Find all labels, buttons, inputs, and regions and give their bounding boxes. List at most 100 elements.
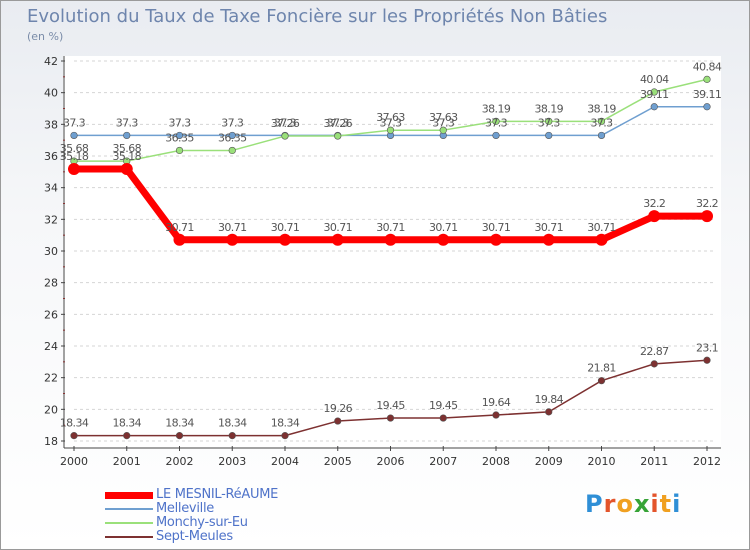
data-point-monchy-sur-eu: [545, 117, 553, 125]
data-point-monchy-sur-eu: [597, 117, 606, 125]
data-point-sept-meules: [650, 360, 658, 368]
y-tick-label: 38: [44, 118, 58, 131]
axis-layer: 18 20 22 24 26 28 30 32 34 36 38 40 42 2000 2001 2002 20…: [44, 55, 721, 468]
legend-item-monchy-sur-eu[interactable]: Monchy-sur-Eu: [105, 515, 345, 531]
data-point-sept-meules: [703, 356, 711, 364]
legend-item-le-mesnil-reaume[interactable]: LE MESNIL-RéAUME: [105, 487, 345, 503]
data-label-sept-meules: 18.34: [218, 417, 247, 430]
data-label-sept-meules: 21.81: [587, 362, 616, 375]
data-label-le-mesnil-r-aume: 30.71: [165, 221, 194, 234]
data-label-melleville: 37.3: [432, 116, 455, 129]
data-point-monchy-sur-eu: [439, 126, 447, 134]
data-label-sept-meules: 18.34: [113, 417, 142, 430]
data-point-le-mesnil-r-aume: [437, 233, 450, 246]
x-tick-label: 2005: [324, 455, 352, 468]
data-label-melleville: 37.3: [590, 116, 613, 129]
legend-label-le-mesnil-reaume: LE MESNIL-RéAUME: [156, 487, 279, 502]
data-label-melleville: 37.3: [274, 116, 297, 129]
x-tick-label: 2009: [535, 455, 563, 468]
data-label-le-mesnil-r-aume: 35.18: [60, 150, 89, 163]
data-point-monchy-sur-eu: [175, 146, 184, 155]
data-point-le-mesnil-r-aume: [384, 233, 397, 246]
data-label-melleville: 37.3: [221, 116, 244, 129]
data-label-monchy-sur-eu: 37.26: [271, 117, 300, 130]
data-point-sept-meules: [545, 408, 553, 416]
data-point-sept-meules: [281, 432, 289, 440]
data-label-melleville: 37.3: [538, 116, 561, 129]
x-tick-label: 2011: [640, 455, 668, 468]
data-label-monchy-sur-eu: 35.68: [113, 142, 142, 155]
data-point-melleville: [597, 131, 606, 140]
y-tick-label: 40: [44, 87, 58, 100]
legend-label-monchy-sur-eu: Monchy-sur-Eu: [156, 515, 248, 530]
y-axis-unit-label: (en %): [27, 30, 64, 43]
data-label-sept-meules: 22.87: [640, 345, 669, 358]
grid-layer: [63, 56, 721, 449]
data-label-monchy-sur-eu: 37.63: [429, 111, 458, 124]
data-label-sept-meules: 18.34: [165, 417, 194, 430]
data-point-le-mesnil-r-aume: [490, 233, 502, 246]
data-point-monchy-sur-eu: [386, 126, 395, 134]
x-tick-label: 2004: [271, 455, 299, 468]
data-point-monchy-sur-eu: [492, 117, 500, 125]
data-point-sept-meules: [386, 414, 395, 422]
legend-item-sept-meules[interactable]: Sept-Meules: [105, 529, 345, 545]
data-point-melleville: [545, 131, 553, 140]
data-point-melleville: [228, 131, 236, 140]
data-label-melleville: 37.3: [116, 116, 139, 129]
x-tick-label: 2007: [429, 455, 457, 468]
data-label-sept-meules: 19.26: [324, 402, 353, 415]
data-label-sept-meules: 18.34: [60, 417, 89, 430]
y-tick-label: 24: [44, 340, 58, 353]
chart-title: Evolution du Taux de Taxe Foncière sur l…: [27, 6, 608, 27]
x-tick-label: 2001: [113, 455, 141, 468]
x-tick-label: 2006: [377, 455, 405, 468]
data-point-sept-meules: [597, 377, 606, 385]
data-label-melleville: 39.11: [693, 88, 722, 101]
data-point-le-mesnil-r-aume: [595, 233, 608, 246]
data-label-sept-meules: 23.1: [696, 341, 718, 354]
data-point-monchy-sur-eu: [228, 146, 236, 155]
proxiti-logo: Proxiti: [585, 490, 681, 518]
data-label-monchy-sur-eu: 36.35: [165, 131, 194, 144]
data-point-le-mesnil-r-aume: [648, 210, 661, 223]
legend-swatch-sept-meules: [105, 536, 153, 538]
data-point-sept-meules: [334, 417, 342, 425]
data-point-le-mesnil-r-aume: [331, 233, 344, 246]
data-label-le-mesnil-r-aume: 30.71: [587, 221, 616, 234]
data-point-sept-meules: [492, 411, 500, 419]
data-label-layer: 35.18 35.18 30.71 30.71 30.71 30.71 30.71 30.71…: [60, 60, 723, 430]
data-label-sept-meules: 19.84: [535, 393, 564, 406]
data-label-monchy-sur-eu: 40.84: [693, 60, 722, 73]
data-label-monchy-sur-eu: 37.63: [376, 111, 405, 124]
data-label-monchy-sur-eu: 37.26: [324, 117, 353, 130]
data-label-melleville: 39.11: [640, 88, 669, 101]
x-tick-label: 2002: [166, 455, 194, 468]
data-point-le-mesnil-r-aume: [279, 233, 291, 246]
data-label-melleville: 37.3: [379, 116, 402, 129]
y-tick-label: 36: [44, 150, 58, 163]
x-tick-label: 2008: [482, 455, 510, 468]
data-point-melleville: [123, 131, 131, 140]
data-label-sept-meules: 19.45: [376, 399, 405, 412]
legend-item-melleville[interactable]: Melleville: [105, 501, 345, 517]
data-point-sept-meules: [123, 432, 131, 440]
data-point-monchy-sur-eu: [334, 132, 342, 140]
data-label-melleville: 37.3: [63, 116, 86, 129]
data-point-melleville: [70, 131, 78, 140]
y-tick-label: 18: [44, 435, 58, 448]
data-point-melleville: [492, 131, 500, 140]
data-label-melleville: 37.3: [485, 116, 508, 129]
x-tick-label: 2010: [588, 455, 616, 468]
data-label-le-mesnil-r-aume: 32.2: [643, 197, 665, 210]
data-label-monchy-sur-eu: 38.19: [587, 102, 616, 115]
y-tick-label: 42: [44, 55, 58, 68]
data-label-monchy-sur-eu: 36.35: [218, 131, 247, 144]
data-point-melleville: [703, 103, 711, 111]
data-label-le-mesnil-r-aume: 30.71: [429, 221, 458, 234]
data-label-le-mesnil-r-aume: 30.71: [271, 221, 300, 234]
data-label-le-mesnil-r-aume: 30.71: [376, 221, 405, 234]
data-point-le-mesnil-r-aume: [542, 233, 555, 246]
